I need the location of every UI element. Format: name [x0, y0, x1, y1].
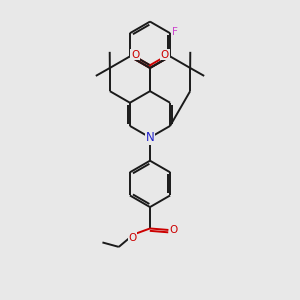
Text: N: N [146, 131, 154, 144]
Text: O: O [161, 50, 169, 60]
Text: O: O [131, 50, 139, 60]
Text: O: O [170, 225, 178, 235]
Text: O: O [128, 233, 136, 243]
Text: F: F [172, 27, 178, 37]
